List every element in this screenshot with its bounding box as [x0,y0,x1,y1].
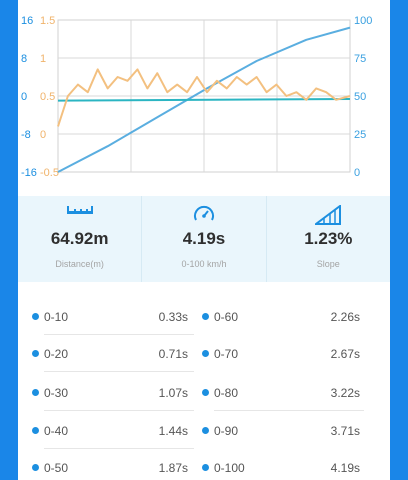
bullet-dot-icon [202,427,209,434]
stats-bar: 64.92m Distance(m) 4.19s 0-100 km/h [18,196,390,282]
stat-slope: 1.23% Slope [265,196,390,282]
ruler-icon [18,205,141,223]
range-label: 0-80 [214,386,239,400]
chart-svg: 16 8 0 -8 -16 1.5 1 0.5 0 -0.5 100 75 50 25 0 [21,15,372,179]
time-value: 2.26s [330,310,360,324]
left-axis-secondary-tick-label: 1.5 [40,15,55,27]
bullet-dot-icon [202,313,209,320]
table-row: 0-10 0.33s 0-60 2.26s [18,307,390,327]
right-axis-tick-label: 100 [354,15,372,27]
left-axis-secondary-tick-label: 0.5 [40,91,55,103]
right-axis-tick-label: 0 [354,167,360,179]
left-axis-secondary-tick-label: -0.5 [40,167,59,179]
left-axis-tick-label: 0 [21,91,27,103]
time-value: 0.33s [158,310,188,324]
series-line-1 [57,98,351,102]
slope-icon [267,205,390,225]
table-row: 0-40 1.44s 0-90 3.71s [18,421,390,441]
stat-acceleration: 4.19s 0-100 km/h [141,196,265,282]
performance-chart: 16 8 0 -8 -16 1.5 1 0.5 0 -0.5 100 75 50 25 0 [18,0,390,190]
range-label: 0-50 [44,461,69,475]
series-line-0 [57,26,351,173]
time-value: 1.44s [158,424,188,438]
range-label: 0-20 [44,347,69,361]
time-value: 3.71s [330,424,360,438]
row-divider [44,334,194,335]
stat-distance: 64.92m Distance(m) [18,196,141,282]
slope-label: Slope [316,259,340,269]
bullet-dot-icon [32,389,39,396]
time-value: 1.87s [158,461,188,475]
time-value: 4.19s [330,461,360,475]
series-line-2 [57,68,351,127]
main-panel: 16 8 0 -8 -16 1.5 1 0.5 0 -0.5 100 75 50 25 0 64.92m D… [18,0,390,480]
range-label: 0-30 [44,386,69,400]
left-axis-secondary-tick-label: 1 [40,53,46,65]
bullet-dot-icon [202,464,209,471]
left-axis-tick-label: -16 [21,167,37,179]
range-label: 0-90 [214,424,239,438]
bullet-dot-icon [202,350,209,357]
right-axis-tick-label: 25 [354,129,366,141]
table-row: 0-30 1.07s 0-80 3.22s [18,383,390,403]
table-row: 0-50 1.87s 0-100 4.19s [18,458,390,478]
row-divider [44,410,194,411]
acceleration-times-list: 0-10 0.33s 0-60 2.26s 0-20 0.71s 0-70 2.… [18,284,390,480]
right-axis-tick-label: 50 [354,91,366,103]
row-divider [214,410,364,411]
time-value: 0.71s [158,347,188,361]
range-label: 0-100 [214,461,245,475]
range-label: 0-40 [44,424,69,438]
left-axis-tick-label: -8 [21,129,31,141]
section-divider [18,282,390,284]
time-value: 2.67s [330,347,360,361]
distance-value: 64.92m [50,229,109,248]
bullet-dot-icon [32,464,39,471]
time-value: 1.07s [158,386,188,400]
bullet-dot-icon [202,389,209,396]
slope-value: 1.23% [304,229,353,248]
time-value: 3.22s [330,386,360,400]
left-axis-secondary-tick-label: 0 [40,129,46,141]
bullet-dot-icon [32,427,39,434]
row-divider [44,371,194,372]
range-label: 0-70 [214,347,239,361]
table-row: 0-20 0.71s 0-70 2.67s [18,344,390,364]
acceleration-label: 0-100 km/h [181,259,227,269]
bullet-dot-icon [32,350,39,357]
bullet-dot-icon [32,313,39,320]
acceleration-value: 4.19s [182,229,226,248]
range-label: 0-60 [214,310,239,324]
right-axis-tick-label: 75 [354,53,366,65]
left-axis-tick-label: 8 [21,53,27,65]
row-divider [44,448,194,449]
left-axis-tick-label: 16 [21,15,33,27]
range-label: 0-10 [44,310,69,324]
speedometer-icon [142,205,265,223]
distance-label: Distance(m) [55,259,104,269]
